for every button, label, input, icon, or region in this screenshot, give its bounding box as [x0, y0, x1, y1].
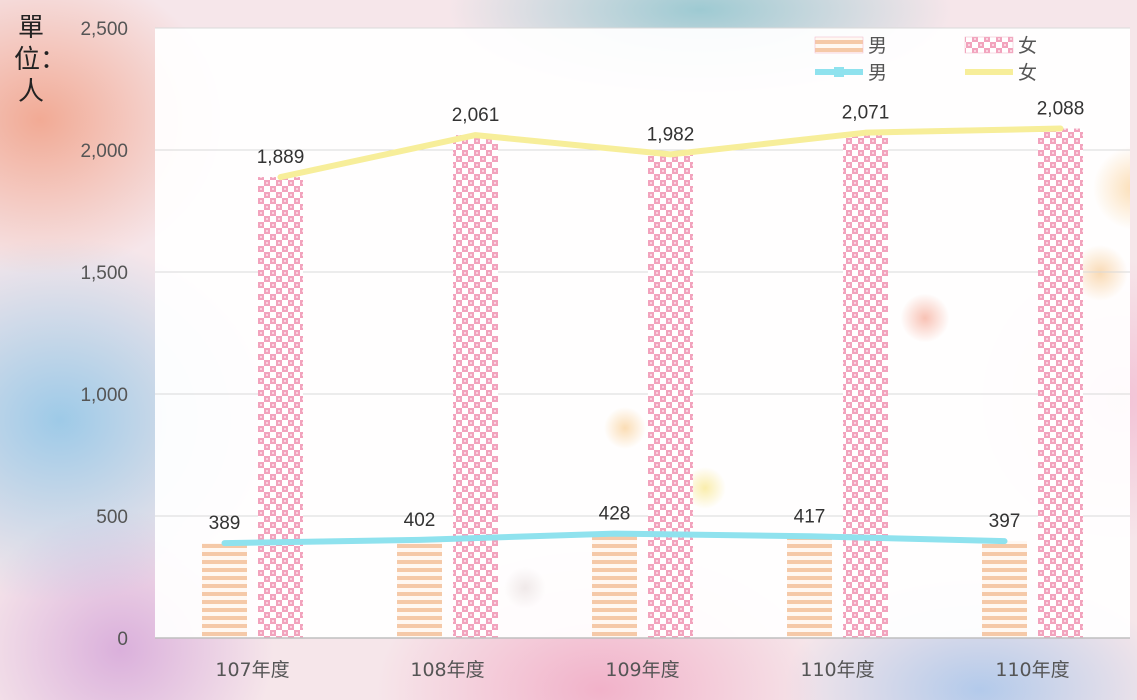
legend-label: 女 — [1018, 35, 1037, 57]
bar-male — [202, 543, 247, 638]
bar-female — [648, 154, 693, 638]
legend-label: 男 — [868, 35, 887, 57]
y-tick-label: 1,500 — [80, 263, 128, 284]
data-label: 402 — [404, 510, 436, 531]
y-tick-label: 2,000 — [80, 141, 128, 162]
bar-female — [453, 135, 498, 638]
y-tick-label: 2,500 — [80, 19, 128, 40]
data-label: 397 — [989, 511, 1021, 532]
x-tick-label: 110年度 — [995, 659, 1069, 681]
x-tick-label: 109年度 — [605, 659, 679, 681]
legend-label: 女 — [1018, 62, 1037, 84]
legend-swatch — [964, 36, 1014, 54]
data-label: 1,982 — [647, 124, 695, 145]
bar-male — [787, 536, 832, 638]
legend-label: 男 — [868, 62, 887, 84]
data-label: 417 — [794, 506, 826, 527]
bar-female — [843, 132, 888, 638]
bar-male — [397, 539, 442, 638]
data-label: 389 — [209, 513, 241, 534]
bar-female — [1038, 128, 1083, 638]
series-line-female — [277, 125, 1064, 181]
x-tick-label: 110年度 — [800, 659, 874, 681]
data-label: 1,889 — [257, 147, 305, 168]
bar-female — [258, 177, 303, 639]
bar-male — [982, 541, 1027, 638]
legend-swatch — [814, 36, 864, 54]
x-tick-label: 107年度 — [215, 659, 289, 681]
data-label: 2,088 — [1037, 99, 1085, 120]
y-tick-label: 1,000 — [80, 385, 128, 406]
x-tick-label: 108年度 — [410, 659, 484, 681]
y-tick-label: 500 — [96, 507, 128, 528]
y-tick-label: 0 — [117, 629, 128, 650]
legend-marker — [834, 67, 844, 77]
data-label: 428 — [599, 504, 631, 525]
series-line-male — [221, 530, 1008, 547]
bar-male — [592, 533, 637, 638]
data-label: 2,071 — [842, 103, 890, 124]
data-label: 2,061 — [452, 105, 500, 126]
